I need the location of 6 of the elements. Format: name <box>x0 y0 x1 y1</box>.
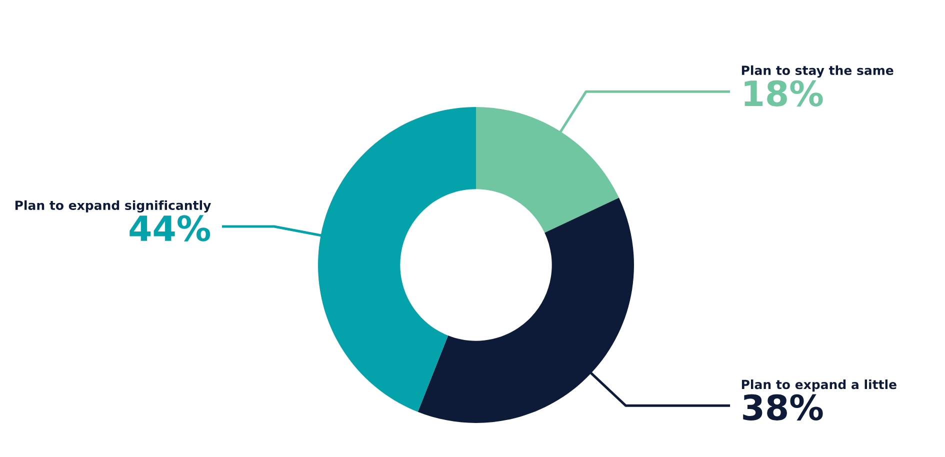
slice-label: Plan to expand a little <box>742 380 896 392</box>
data-label: 44% <box>130 215 210 242</box>
slice-label: Plan to stay the same <box>742 65 894 78</box>
data-label: 38% <box>743 394 823 420</box>
slice-label: Plan to expand significantly <box>15 200 211 213</box>
data-label: 18% <box>744 80 823 106</box>
